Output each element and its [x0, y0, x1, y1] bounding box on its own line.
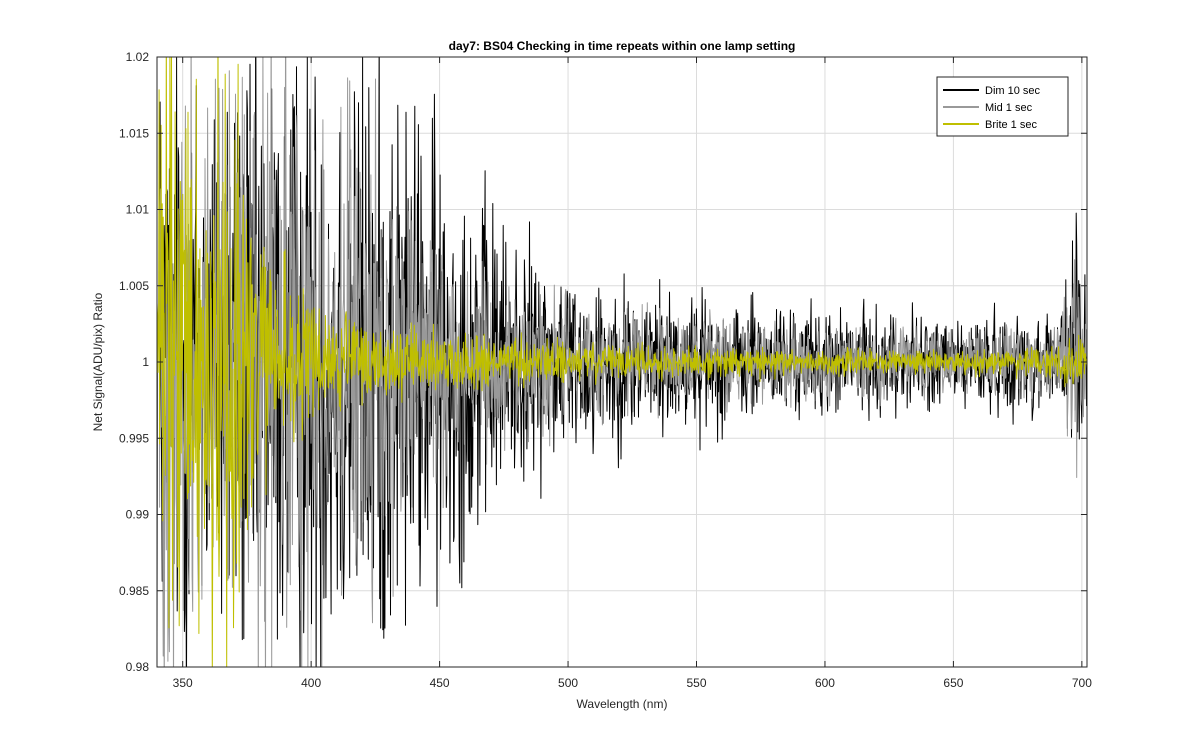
legend-label: Mid 1 sec: [985, 102, 1033, 114]
x-tick-label: 650: [943, 676, 963, 690]
x-axis-label: Wavelength (nm): [577, 697, 668, 711]
x-tick-label: 600: [815, 676, 835, 690]
y-tick-label: 0.985: [119, 584, 149, 598]
legend-label: Dim 10 sec: [985, 85, 1041, 97]
x-tick-label: 450: [430, 676, 450, 690]
x-tick-label: 500: [558, 676, 578, 690]
x-tick-labels: 350 400 450 500 550 600 650 700: [173, 676, 1093, 690]
y-tick-label: 1.02: [126, 50, 150, 64]
x-tick-label: 550: [686, 676, 706, 690]
legend: Dim 10 sec Mid 1 sec Brite 1 sec: [936, 76, 1069, 137]
y-tick-label: 0.995: [119, 431, 149, 445]
legend-label: Brite 1 sec: [985, 119, 1037, 131]
series-layer: [157, 57, 1087, 667]
y-tick-labels: 0.98 0.985 0.99 0.995 1 1.005 1.01 1.015 1.02: [119, 50, 149, 674]
y-tick-label: 0.98: [126, 660, 150, 674]
y-axis-label: Net Signal(ADU/pix) Ratio: [91, 292, 105, 431]
y-tick-label: 1.005: [119, 279, 149, 293]
y-tick-label: 1.01: [126, 203, 150, 217]
x-tick-label: 700: [1072, 676, 1092, 690]
series-line: [157, 57, 1087, 667]
series-line: [157, 57, 1087, 667]
y-tick-label: 1: [142, 355, 149, 369]
ticks: [157, 56, 1087, 668]
x-tick-label: 400: [301, 676, 321, 690]
y-tick-label: 1.015: [119, 126, 149, 140]
x-tick-label: 350: [173, 676, 193, 690]
chart-title: day7: BS04 Checking in time repeats with…: [449, 39, 796, 53]
y-tick-label: 0.99: [126, 508, 150, 522]
